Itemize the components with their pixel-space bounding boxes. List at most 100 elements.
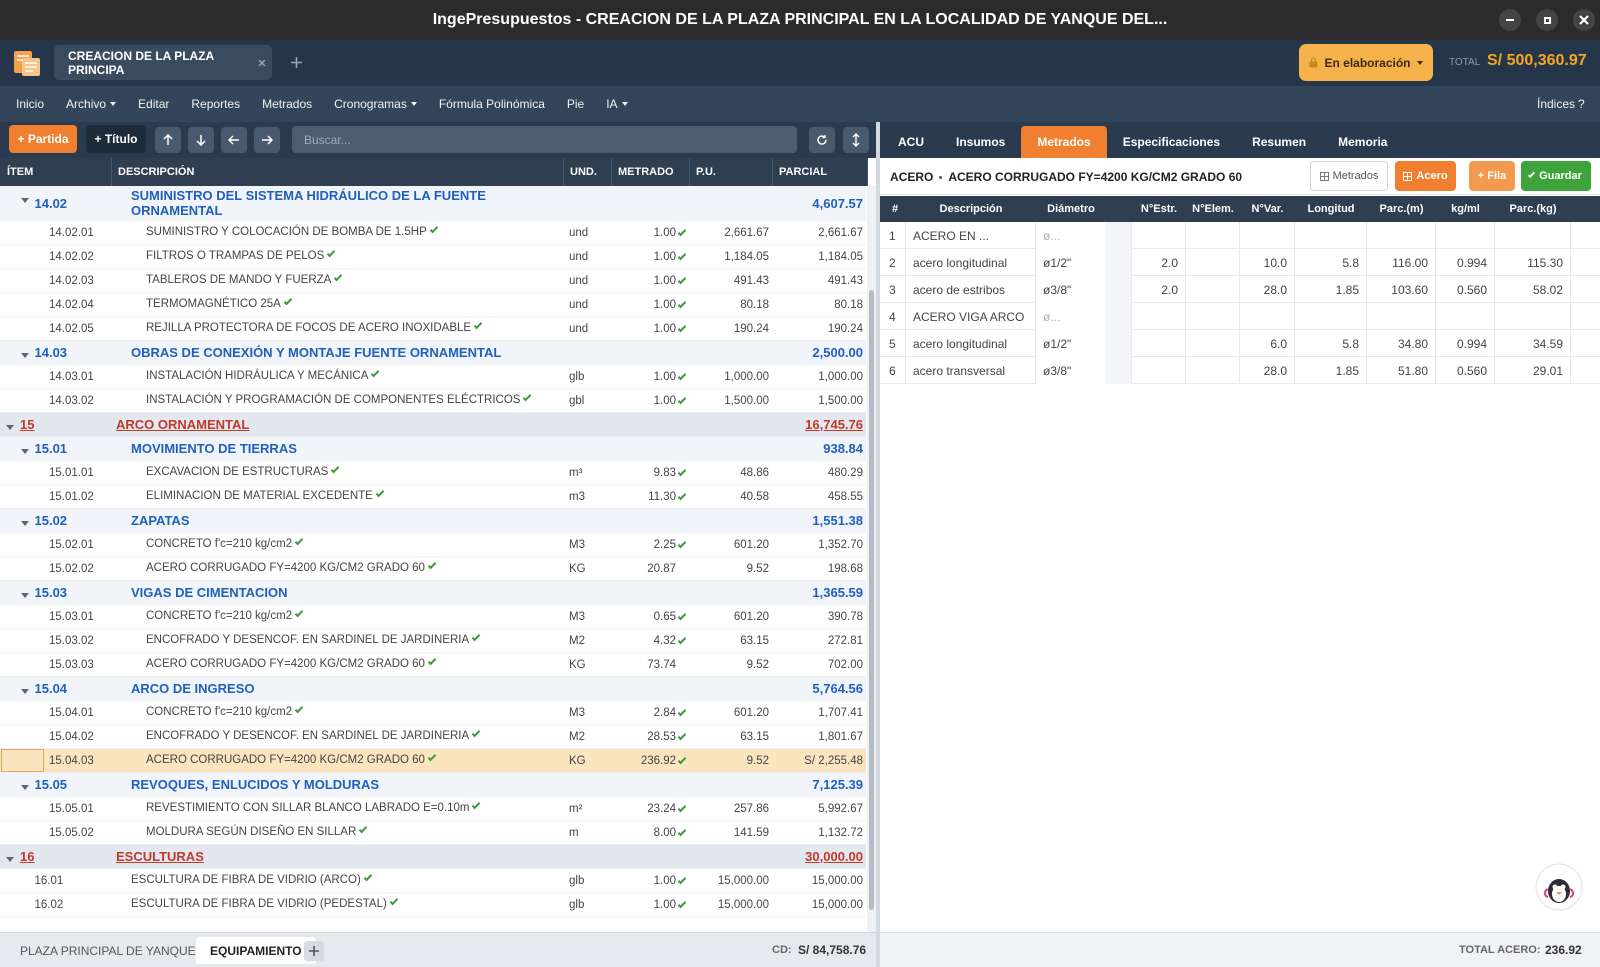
metrado[interactable]: 1.00 (653, 898, 676, 911)
steel-cell[interactable]: acero de estribos (906, 276, 1036, 303)
steel-cell[interactable]: 103.60 (1367, 276, 1436, 303)
steel-cell[interactable]: 51.80 (1367, 357, 1436, 384)
menu-indices[interactable]: Índices (1537, 97, 1576, 111)
steel-cell[interactable]: ø3/8" (1036, 276, 1132, 303)
metrado[interactable]: 23.24 (647, 802, 676, 815)
metrados-button[interactable]: Metrados (1310, 161, 1388, 191)
steel-cell[interactable]: 115.30 (1495, 249, 1571, 276)
steel-cell[interactable]: 2 (882, 249, 906, 276)
steel-cell[interactable] (1240, 222, 1295, 249)
budget-group-row[interactable]: 15.02 ZAPATAS 1,551.38 (0, 509, 866, 533)
steel-row[interactable]: 3 acero de estribos ø3/8" 2.0 28.0 1.85 103.60… (880, 276, 1600, 303)
budget-item-row[interactable]: 16.01 ESCULTURA DE FIBRA DE VIDRIO (ARCO)… (0, 869, 866, 893)
steel-cell[interactable]: acero longitudinal (906, 330, 1036, 357)
budget-group-row[interactable]: 15.05 REVOQUES, ENLUCIDOS Y MOLDURAS 7,125… (0, 773, 866, 797)
steel-cell[interactable] (1186, 249, 1240, 276)
budget-item-row[interactable]: 14.02.02 FILTROS O TRAMPAS DE PELOS und 1.0… (0, 245, 866, 269)
steel-cell[interactable]: 34.80 (1367, 330, 1436, 357)
budget-item-row[interactable]: 15.02.01 CONCRETO f'c=210 kg/cm2 M3 2.25 601… (0, 533, 866, 557)
steel-cell[interactable]: 1 (882, 222, 906, 249)
steel-cell[interactable]: 1.85 (1295, 276, 1367, 303)
detail-tab[interactable]: Metrados (1021, 126, 1107, 158)
collapse-toggle[interactable] (20, 785, 29, 808)
project-tab[interactable]: CREACION DE LA PLAZA PRINCIPA (54, 45, 272, 80)
acero-button[interactable]: Acero (1395, 161, 1456, 191)
steel-cell[interactable]: 5 (882, 330, 906, 357)
budget-group-row[interactable]: 14.02 SUMINISTRO DEL SISTEMA HIDRÁULICO D… (0, 186, 866, 221)
refresh-button[interactable] (809, 127, 835, 153)
add-partida-button[interactable]: + Partida (9, 125, 77, 153)
metrado[interactable]: 1.00 (653, 874, 676, 887)
steel-cell[interactable]: acero transversal (906, 357, 1036, 384)
steel-cell[interactable]: 6.0 (1240, 330, 1295, 357)
budget-item-row[interactable]: 15.04.01 CONCRETO f'c=210 kg/cm2 M3 2.84 601… (0, 701, 866, 725)
metrado[interactable]: 20.87 (647, 562, 676, 575)
minimize-button[interactable] (1499, 9, 1521, 31)
steel-cell[interactable]: 28.0 (1240, 276, 1295, 303)
steel-cell[interactable]: ACERO EN ... (906, 222, 1036, 249)
steel-cell[interactable]: ø1/2" (1036, 249, 1132, 276)
metrado[interactable]: 1.00 (653, 394, 676, 407)
outdent-button[interactable] (221, 127, 247, 153)
budget-group-row[interactable]: 15.04 ARCO DE INGRESO 5,764.56 (0, 677, 866, 701)
collapse-toggle[interactable] (20, 689, 29, 712)
menu-item[interactable]: Archivo (66, 97, 117, 111)
detail-tab[interactable]: Especificaciones (1122, 135, 1221, 149)
maximize-button[interactable] (1536, 9, 1558, 31)
add-row-button[interactable]: + Fila (1469, 161, 1515, 191)
move-down-button[interactable] (188, 127, 214, 153)
add-titulo-button[interactable]: + Título (86, 125, 146, 153)
metrado[interactable]: 0.65 (653, 610, 676, 623)
steel-cell[interactable]: 0.994 (1436, 330, 1495, 357)
budget-item-row[interactable]: 15.05.01 REVESTIMIENTO CON SILLAR BLANCO … (0, 797, 866, 821)
move-up-button[interactable] (155, 127, 181, 153)
collapse-toggle[interactable] (20, 593, 29, 616)
budget-group-row[interactable]: 15 ARCO ORNAMENTAL 16,745.76 (0, 413, 866, 437)
collapse-toggle[interactable] (20, 198, 29, 232)
sheet-tab[interactable]: EQUIPAMIENTO (196, 937, 316, 964)
menu-item[interactable]: Inicio (16, 97, 44, 111)
add-sheet-button[interactable] (304, 941, 324, 961)
steel-cell[interactable]: acero longitudinal (906, 249, 1036, 276)
metrado[interactable]: 9.83 (653, 466, 676, 479)
steel-cell[interactable] (1132, 222, 1186, 249)
menu-item[interactable]: Metrados (262, 97, 312, 111)
metrado[interactable]: 1.00 (653, 250, 676, 263)
steel-row[interactable]: 4 ACERO VIGA ARCO ø... (880, 303, 1600, 330)
steel-cell[interactable]: 34.59 (1495, 330, 1571, 357)
budget-item-row[interactable]: 15.05.02 MOLDURA SEGÚN DISEÑO EN SILLAR m 8… (0, 821, 866, 845)
steel-row[interactable]: 2 acero longitudinal ø1/2" 2.0 10.0 5.8 116.00… (880, 249, 1600, 276)
metrado[interactable]: 28.53 (647, 730, 676, 743)
budget-group-row[interactable]: 15.03 VIGAS DE CIMENTACION 1,365.59 (0, 581, 866, 605)
steel-cell[interactable] (1186, 357, 1240, 384)
steel-cell[interactable]: 0.994 (1436, 249, 1495, 276)
expand-button[interactable] (843, 127, 869, 153)
steel-cell[interactable] (1495, 303, 1571, 330)
steel-cell[interactable]: ø... (1036, 303, 1132, 330)
steel-cell[interactable] (1240, 303, 1295, 330)
steel-cell[interactable] (1295, 222, 1367, 249)
budget-item-row[interactable]: 14.02.04 TERMOMAGNÉTICO 25A und 1.00 80.18 80… (0, 293, 866, 317)
steel-cell[interactable]: 5.8 (1295, 330, 1367, 357)
detail-tab[interactable]: Memoria (1338, 135, 1388, 149)
metrado[interactable]: 1.00 (653, 274, 676, 287)
steel-cell[interactable]: 5.8 (1295, 249, 1367, 276)
steel-cell[interactable]: 6 (882, 357, 906, 384)
budget-group-row[interactable]: 15.01 MOVIMIENTO DE TIERRAS 938.84 (0, 437, 866, 461)
steel-cell[interactable] (1367, 303, 1436, 330)
metrado[interactable]: 4.32 (653, 634, 676, 647)
metrado[interactable]: 8.00 (653, 826, 676, 839)
steel-cell[interactable] (1132, 303, 1186, 330)
steel-cell[interactable] (1436, 222, 1495, 249)
steel-row[interactable]: 6 acero transversal ø3/8" 28.0 1.85 51.80 0.56… (880, 357, 1600, 384)
budget-item-row[interactable]: 15.04.02 ENCOFRADO Y DESENCOF. EN SARDINE… (0, 725, 866, 749)
menu-item[interactable]: Cronogramas (334, 97, 417, 111)
steel-cell[interactable]: 1.85 (1295, 357, 1367, 384)
budget-item-row[interactable]: 15.01.02 ELIMINACION DE MATERIAL EXCEDENT… (0, 485, 866, 509)
menu-item[interactable]: Pie (567, 97, 584, 111)
metrado[interactable]: 73.74 (647, 658, 676, 671)
budget-item-row[interactable]: 15.03.01 CONCRETO f'c=210 kg/cm2 M3 0.65 601… (0, 605, 866, 629)
steel-row[interactable]: 5 acero longitudinal ø1/2" 6.0 5.8 34.80 0.994… (880, 330, 1600, 357)
detail-tab[interactable]: ACU (898, 135, 924, 149)
indent-button[interactable] (254, 127, 280, 153)
